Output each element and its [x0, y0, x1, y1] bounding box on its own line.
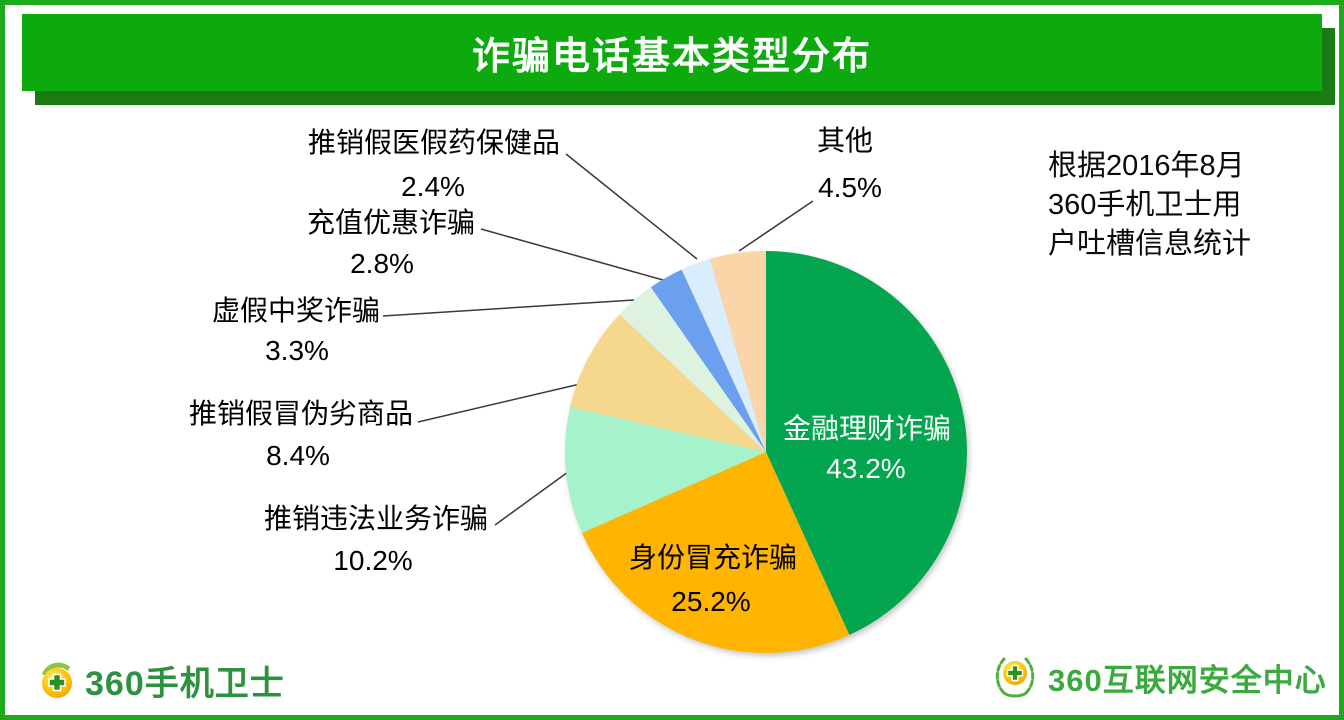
page-title: 诈骗电话基本类型分布	[471, 36, 872, 78]
leader-line	[565, 153, 698, 260]
brand-text-left: 360手机卫士	[85, 665, 285, 703]
slice-label-financial: 金融理财诈骗	[782, 413, 952, 444]
pie-slice-3	[570, 314, 766, 452]
laurel-ball-cross-icon	[995, 657, 1035, 698]
slice-label-illegal-business: 推销违法业务诈骗	[263, 503, 489, 534]
pie-slice-6	[681, 259, 766, 452]
footer-brand-right: 360互联网安全中心	[990, 654, 1327, 700]
slice-label-fake-medicine: 推销假医假药保健品	[307, 127, 561, 158]
source-note: 根据2016年8月 360手机卫士用 户吐槽信息统计	[1048, 150, 1252, 260]
leader-lines	[382, 153, 814, 526]
slice-pct-counterfeit-goods: 8.4%	[266, 440, 330, 471]
pie-slices	[564, 251, 967, 653]
slice-label-other: 其他	[816, 125, 874, 156]
pie-slice-0	[766, 251, 967, 635]
leader-line	[382, 299, 635, 317]
leader-line	[417, 383, 581, 423]
pie-slice-2	[564, 406, 766, 533]
slice-label-impersonation: 身份冒充诈骗	[628, 542, 798, 573]
footer-brand-left: 360手机卫士	[38, 656, 285, 705]
slice-label-fake-lottery: 虚假中奖诈骗	[211, 295, 381, 326]
slice-pct-financial: 43.2%	[826, 453, 906, 484]
slice-pct-impersonation: 25.2%	[671, 586, 751, 617]
pie-slice-4	[619, 287, 766, 452]
shield-ball-cross-icon	[42, 662, 72, 698]
leader-line	[480, 228, 664, 281]
slice-pct-fake-lottery: 3.3%	[265, 335, 329, 366]
leader-line	[494, 471, 569, 526]
slice-pct-recharge-discount: 2.8%	[350, 248, 414, 279]
slice-label-counterfeit-goods: 推销假冒伪劣商品	[188, 398, 414, 429]
slice-pct-other: 4.5%	[818, 172, 882, 203]
pie-slice-1	[582, 452, 850, 653]
pie-slice-7	[709, 251, 766, 452]
slice-pct-illegal-business: 10.2%	[333, 545, 413, 576]
pie-slice-5	[650, 269, 766, 452]
slice-pct-fake-medicine: 2.4%	[401, 171, 465, 202]
title-banner: 诈骗电话基本类型分布	[22, 14, 1322, 91]
brand-text-right: 360互联网安全中心	[1048, 662, 1327, 698]
leader-line	[738, 200, 814, 252]
slice-label-recharge-discount: 充值优惠诈骗	[306, 207, 476, 238]
